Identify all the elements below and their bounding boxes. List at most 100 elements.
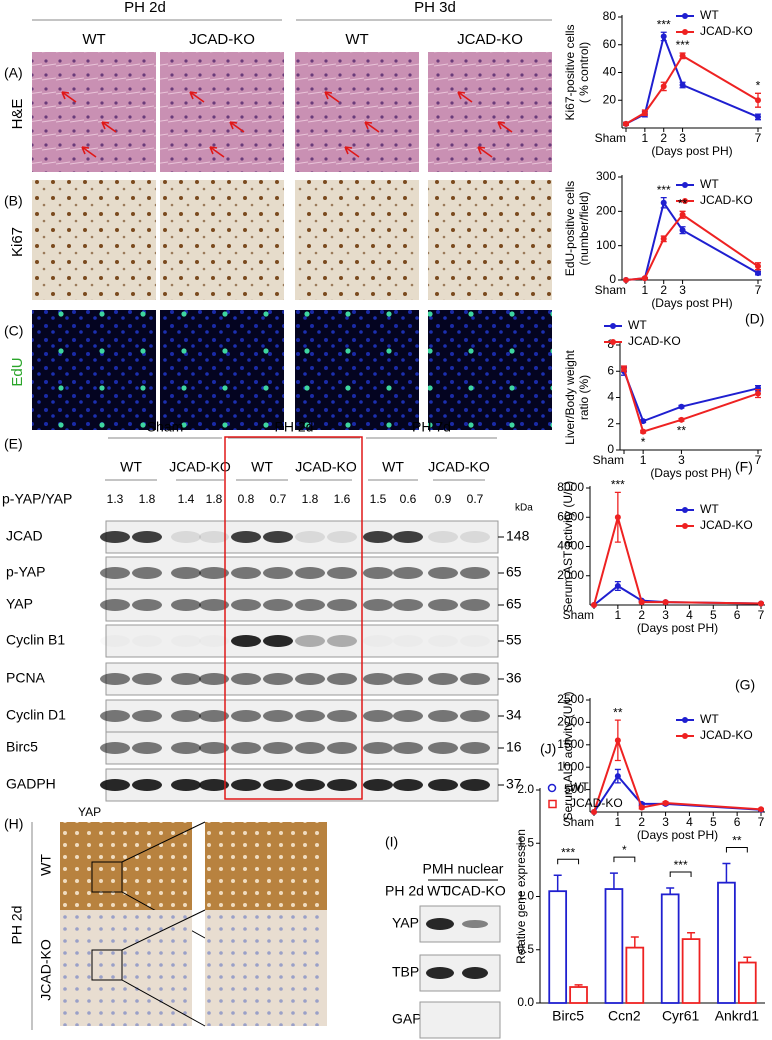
blot-band bbox=[428, 635, 458, 647]
blot-band bbox=[460, 673, 490, 685]
blot-band bbox=[393, 673, 423, 685]
blot-band bbox=[100, 599, 130, 611]
column-label: JCAD-KO bbox=[428, 459, 490, 475]
point bbox=[641, 109, 648, 116]
mw-label: 65 bbox=[506, 564, 522, 580]
point bbox=[614, 582, 621, 589]
blot-band bbox=[426, 967, 454, 979]
bar bbox=[660, 893, 680, 1004]
protein-label: PCNA bbox=[6, 670, 46, 686]
blot-band bbox=[231, 673, 261, 685]
arrow bbox=[61, 91, 77, 103]
column-label: JCAD-KO bbox=[295, 459, 357, 475]
group-label: PH 2d bbox=[385, 883, 424, 899]
protein-label: Cyclin D1 bbox=[6, 707, 66, 723]
significance: *** bbox=[611, 478, 625, 492]
arrow bbox=[189, 91, 205, 103]
x-tick-label: 7 bbox=[755, 131, 762, 145]
column-label: WT bbox=[82, 31, 105, 48]
significance: * bbox=[756, 78, 761, 92]
ratio-value: 1.4 bbox=[178, 492, 195, 506]
blot-band bbox=[327, 779, 357, 791]
legend-marker bbox=[610, 323, 616, 329]
point bbox=[679, 81, 686, 88]
arrow bbox=[324, 91, 340, 103]
y-tick-label: 0 bbox=[609, 272, 616, 286]
point bbox=[614, 737, 621, 744]
legend-label: WT bbox=[700, 8, 719, 22]
blot-band bbox=[132, 599, 162, 611]
blot-band bbox=[171, 779, 201, 791]
significance: ** bbox=[677, 423, 687, 437]
y-axis-label: (number/field) bbox=[577, 191, 591, 265]
blot-band bbox=[295, 779, 325, 791]
blot-band bbox=[231, 779, 261, 791]
point bbox=[591, 809, 597, 815]
blot-band bbox=[171, 635, 201, 647]
legend-label: WT bbox=[700, 177, 719, 191]
legend-marker bbox=[682, 198, 688, 204]
legend-label: WT bbox=[570, 780, 589, 794]
ratio-value: 0.8 bbox=[238, 492, 255, 506]
x-tick-label: 3 bbox=[679, 283, 686, 297]
panel-label: (E) bbox=[4, 436, 23, 452]
significance: *** bbox=[657, 17, 671, 31]
blot-band bbox=[132, 710, 162, 722]
significance: ** bbox=[732, 834, 742, 848]
y-axis-label: Relative gene expression bbox=[514, 829, 528, 964]
blot-band bbox=[171, 673, 201, 685]
micrograph bbox=[32, 180, 156, 300]
x-tick-label: 3 bbox=[662, 815, 669, 829]
point bbox=[679, 52, 686, 59]
x-tick-label: 5 bbox=[710, 815, 717, 829]
y-tick-label: 40 bbox=[603, 65, 617, 79]
y-tick-label: 6 bbox=[607, 363, 614, 377]
blot-band bbox=[295, 531, 325, 543]
blot-strip bbox=[419, 1001, 501, 1039]
bar bbox=[604, 888, 624, 1004]
blot-band bbox=[363, 567, 393, 579]
y-tick-label: 2500 bbox=[557, 692, 584, 706]
y-tick-label: 500 bbox=[564, 782, 584, 796]
blot-band bbox=[393, 635, 423, 647]
blot-band bbox=[100, 635, 130, 647]
blot-band bbox=[393, 531, 423, 543]
x-tick-label: 6 bbox=[734, 608, 741, 622]
significance-bracket bbox=[669, 871, 692, 877]
blot-band bbox=[393, 742, 423, 754]
blot-band bbox=[171, 599, 201, 611]
x-tick-label: 2 bbox=[660, 131, 667, 145]
row-label: H&E bbox=[9, 99, 26, 130]
legend-marker bbox=[682, 13, 688, 19]
y-tick-label: 1000 bbox=[557, 759, 584, 773]
x-axis-label: (Days post PH) bbox=[651, 144, 732, 158]
blot-band bbox=[428, 673, 458, 685]
x-tick-label: Cyr61 bbox=[662, 1008, 700, 1024]
legend-marker bbox=[610, 339, 616, 345]
y-tick-label: 0 bbox=[607, 442, 614, 456]
blot-band bbox=[199, 710, 229, 722]
legend-label: JCAD-KO bbox=[628, 334, 681, 348]
x-tick-label: Sham bbox=[595, 131, 626, 145]
blot-band bbox=[327, 635, 357, 647]
significance-bracket bbox=[613, 856, 636, 863]
significance: *** bbox=[561, 845, 575, 859]
y-tick-label: 1500 bbox=[557, 737, 584, 751]
legend-marker bbox=[548, 799, 557, 809]
blot-band bbox=[263, 599, 293, 611]
micrograph bbox=[428, 180, 552, 300]
point bbox=[640, 428, 647, 435]
mw-label: 148 bbox=[506, 528, 530, 544]
significance: * bbox=[622, 843, 627, 857]
micrograph bbox=[295, 52, 419, 172]
point bbox=[679, 227, 686, 234]
blot-band bbox=[231, 742, 261, 754]
error-bar bbox=[687, 931, 696, 940]
y-tick-label: 0.5 bbox=[517, 942, 534, 956]
x-tick-label: Sham bbox=[563, 815, 594, 829]
blot-band bbox=[132, 673, 162, 685]
blot-band bbox=[428, 599, 458, 611]
mw-label: 55 bbox=[506, 632, 522, 648]
zoom-line bbox=[121, 909, 206, 1027]
group-label: Sham bbox=[147, 419, 184, 435]
